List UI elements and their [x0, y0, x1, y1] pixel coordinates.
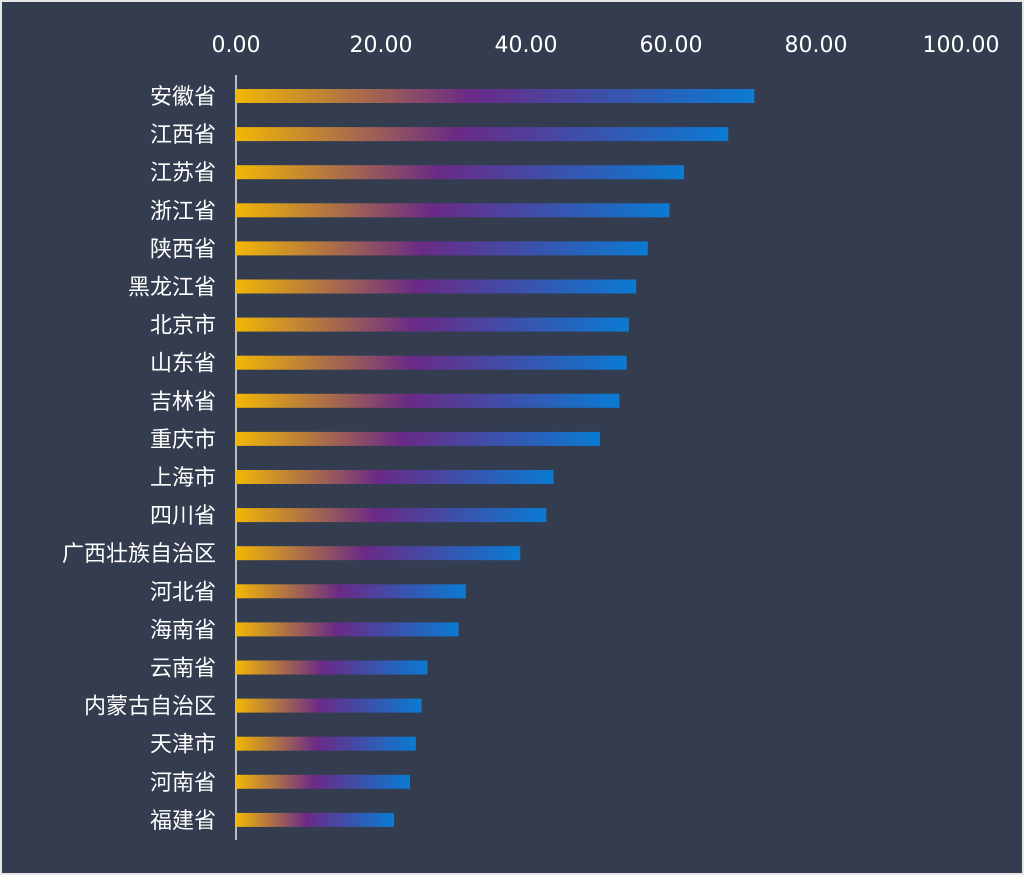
category-label: 天津市 [150, 733, 216, 758]
category-label: 黑龙江省 [128, 276, 216, 301]
x-tick-label: 60.00 [640, 33, 703, 58]
category-label: 海南省 [150, 618, 216, 643]
bar [236, 241, 648, 256]
x-tick-label: 80.00 [785, 33, 848, 58]
bar [236, 89, 755, 103]
bar [236, 279, 637, 294]
bar [236, 736, 416, 751]
category-label: 安徽省 [150, 85, 216, 110]
category-label: 云南省 [150, 657, 216, 682]
bar [236, 774, 410, 789]
category-label: 内蒙古自治区 [84, 695, 216, 720]
category-label: 河南省 [150, 771, 216, 796]
category-label: 北京市 [150, 314, 216, 339]
category-label: 上海市 [150, 466, 216, 491]
bar [236, 127, 729, 142]
bar [236, 546, 521, 561]
bar [236, 622, 459, 637]
category-label: 广西壮族自治区 [62, 542, 216, 567]
category-label: 吉林省 [150, 390, 216, 415]
x-tick-label: 40.00 [495, 33, 558, 58]
category-label: 重庆市 [150, 428, 216, 453]
bar [236, 470, 554, 484]
category-label: 河北省 [150, 580, 216, 605]
x-axis-ticks: 0.00 20.00 40.00 60.00 80.00 100.00 [212, 33, 1000, 58]
bar [236, 812, 395, 827]
category-label: 陕西省 [150, 237, 216, 262]
category-label: 浙江省 [150, 199, 216, 224]
bar [236, 584, 466, 599]
x-tick-label: 0.00 [212, 33, 261, 58]
x-tick-label: 20.00 [350, 33, 413, 58]
bar [236, 203, 670, 218]
bar [236, 431, 600, 446]
bar [236, 355, 627, 370]
bar [236, 165, 685, 180]
category-label: 四川省 [150, 504, 216, 529]
category-label: 山东省 [150, 352, 216, 377]
bar [236, 660, 428, 675]
category-label: 福建省 [150, 809, 216, 834]
category-label: 江苏省 [150, 161, 216, 186]
bar [236, 317, 629, 332]
bar [236, 508, 547, 523]
category-labels: 安徽省江西省江苏省浙江省陕西省黑龙江省北京市山东省吉林省重庆市上海市四川省广西壮… [62, 85, 216, 834]
category-label: 江西省 [150, 123, 216, 148]
bars-group [236, 89, 755, 827]
bar [236, 698, 422, 713]
bar [236, 393, 620, 408]
x-tick-label: 100.00 [923, 33, 1000, 58]
